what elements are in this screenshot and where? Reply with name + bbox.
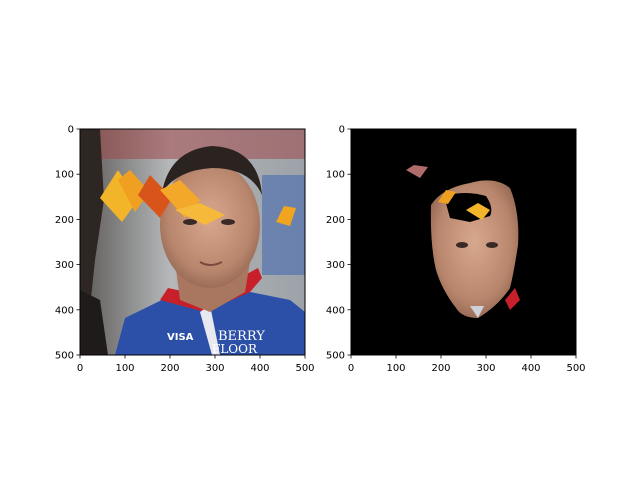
- right-ytick-label: 0: [339, 125, 345, 136]
- right-xtick-label: 100: [386, 363, 405, 374]
- left-ytick-label: 500: [55, 351, 74, 362]
- left-xtick-label: 100: [115, 363, 134, 374]
- right-xtick-label: 300: [476, 363, 495, 374]
- left-xtick-label: 200: [160, 363, 179, 374]
- right-xtick-label: 200: [431, 363, 450, 374]
- leaf-2: [118, 170, 150, 212]
- right-xtick-label: 500: [566, 363, 585, 374]
- mask-right-eye: [486, 242, 498, 248]
- right-ytick-label: 100: [326, 170, 345, 181]
- left-xtick-label: 500: [295, 363, 314, 374]
- left-person-dark: [80, 290, 108, 355]
- shirt-text-berry: BERRY: [218, 329, 265, 344]
- left-ytick-label: 200: [55, 215, 74, 226]
- left-ytick-label: 100: [55, 170, 74, 181]
- right-axes-frame: [350, 128, 577, 356]
- right-xtick-label: 400: [521, 363, 540, 374]
- right-panel-image: [351, 129, 576, 355]
- leaf-3: [138, 175, 172, 218]
- left-xtick-label: 400: [250, 363, 269, 374]
- hair: [162, 146, 262, 195]
- mask-leaf-1: [438, 190, 456, 204]
- right-ytick-label: 300: [326, 260, 345, 271]
- mask-left-eye: [456, 242, 468, 248]
- left-axes-frame: [79, 128, 306, 356]
- left-ytick-label: 0: [68, 125, 74, 136]
- left-ytick-label: 300: [55, 260, 74, 271]
- mouth: [199, 261, 223, 266]
- mask-red-edge: [505, 288, 520, 310]
- shirt-text-floor: FLOOR: [212, 342, 258, 356]
- mask-leaf-2: [466, 203, 490, 220]
- right-xtick-label: 0: [348, 363, 354, 374]
- right-eye: [221, 219, 235, 225]
- right-ytick-label: 400: [326, 305, 345, 316]
- mask-fragment: [406, 165, 428, 178]
- mask-collar: [470, 306, 484, 318]
- leaf-5: [175, 203, 225, 225]
- leaf-1: [100, 170, 138, 222]
- sign-board: [262, 175, 305, 275]
- shirt-text-visa: VISA: [167, 332, 194, 343]
- left-panel-image: VISA BERRY FLOOR: [80, 129, 305, 356]
- jersey-zip: [200, 305, 220, 355]
- autumn-leaves: [100, 170, 296, 226]
- right-ytick-label: 200: [326, 215, 345, 226]
- leaf-6: [276, 206, 296, 226]
- face: [160, 162, 260, 288]
- left-xtick-label: 0: [77, 363, 83, 374]
- left-ytick-label: 400: [55, 305, 74, 316]
- left-xtick-label: 300: [205, 363, 224, 374]
- right-ytick-label: 500: [326, 351, 345, 362]
- left-eye: [183, 219, 197, 225]
